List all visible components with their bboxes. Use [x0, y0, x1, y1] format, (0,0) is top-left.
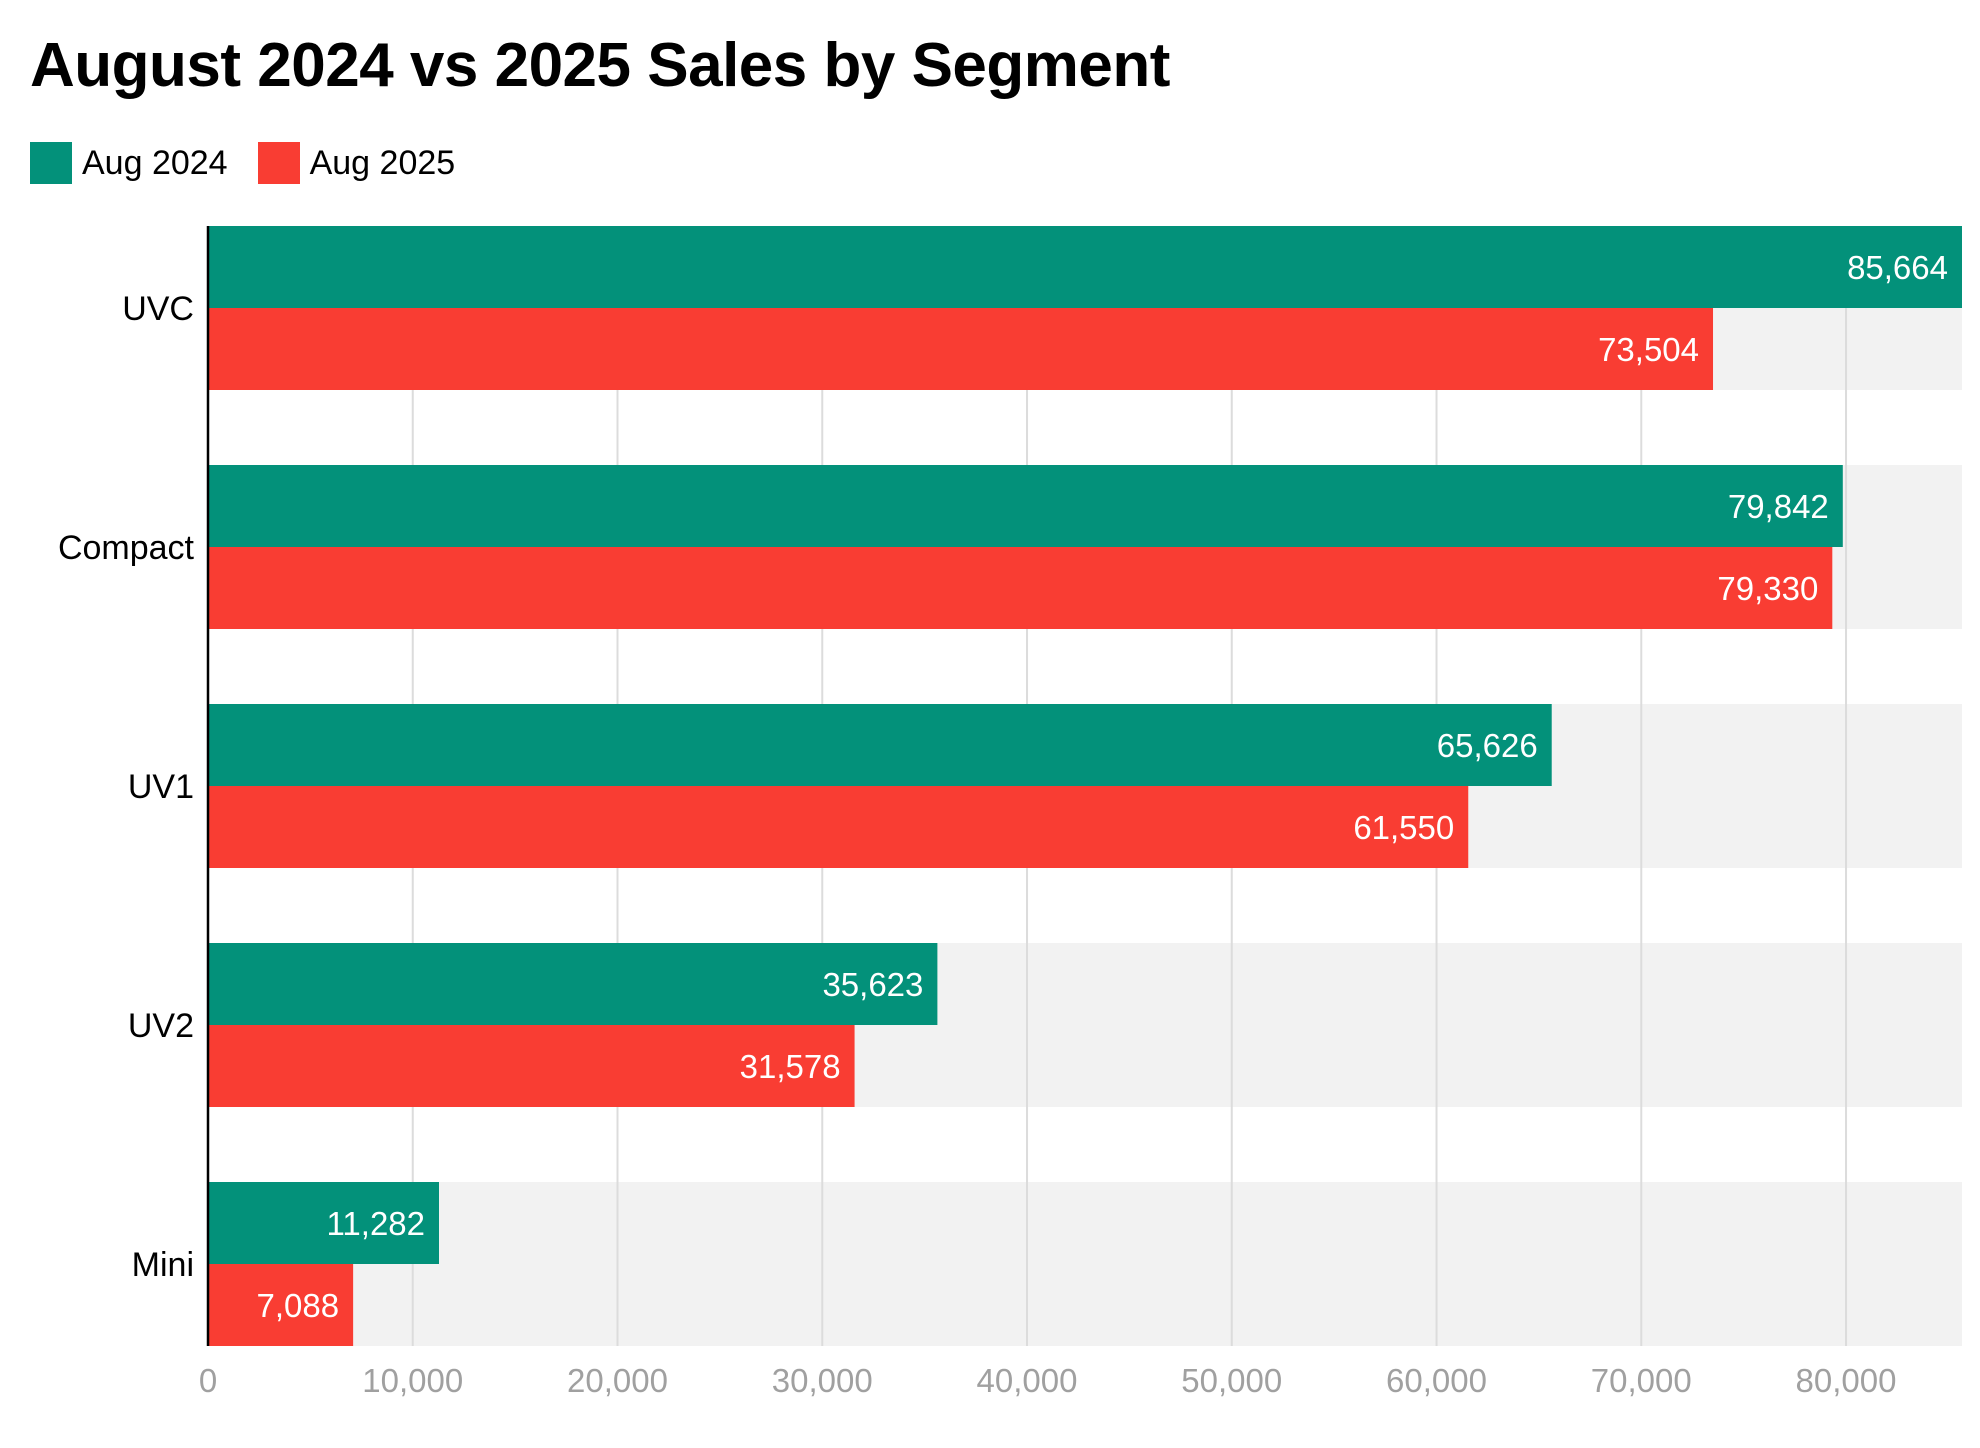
legend-label-aug-2024: Aug 2024 — [82, 144, 228, 182]
x-tick-label: 70,000 — [1591, 1362, 1692, 1399]
data-label: 11,282 — [327, 1205, 425, 1242]
chart-legend: Aug 2024 Aug 2025 — [30, 141, 485, 185]
legend-swatch-aug-2024 — [30, 142, 72, 184]
bar-aug-2024 — [208, 226, 1962, 308]
x-tick-label: 50,000 — [1181, 1362, 1282, 1399]
legend-label-aug-2025: Aug 2025 — [309, 144, 456, 182]
legend-item-aug-2024: Aug 2024 — [30, 141, 228, 185]
legend-item-aug-2025: Aug 2025 — [257, 141, 456, 185]
x-tick-label: 10,000 — [362, 1362, 463, 1399]
bar-aug-2025 — [208, 1025, 855, 1107]
bar-aug-2024 — [208, 704, 1552, 786]
category-label: UVC — [122, 290, 194, 328]
data-label: 79,330 — [1717, 570, 1818, 607]
data-label: 79,842 — [1728, 488, 1829, 525]
bar-aug-2024 — [208, 465, 1843, 547]
data-label: 61,550 — [1353, 809, 1454, 846]
x-tick-label: 0 — [199, 1362, 217, 1399]
bar-aug-2025 — [208, 547, 1833, 629]
legend-swatch-aug-2025 — [257, 142, 300, 184]
bar-aug-2025 — [208, 786, 1469, 868]
data-label: 85,664 — [1847, 249, 1948, 286]
category-label: UV1 — [128, 768, 194, 806]
category-label: Mini — [132, 1246, 194, 1284]
category-label: Compact — [58, 529, 195, 567]
data-label: 65,626 — [1437, 727, 1538, 764]
data-label: 73,504 — [1598, 331, 1699, 368]
category-label: UV2 — [128, 1007, 194, 1045]
bar-aug-2025 — [208, 308, 1714, 390]
x-tick-label: 60,000 — [1386, 1362, 1487, 1399]
category-band — [208, 1182, 1962, 1346]
chart-title: August 2024 vs 2025 Sales by Segment — [30, 31, 1170, 100]
bar-aug-2025 — [208, 1264, 354, 1346]
x-tick-label: 40,000 — [977, 1362, 1078, 1399]
data-label: 35,623 — [822, 966, 923, 1003]
x-tick-label: 30,000 — [772, 1362, 873, 1399]
x-tick-label: 20,000 — [567, 1362, 668, 1399]
data-label: 7,088 — [257, 1287, 340, 1324]
bar-aug-2024 — [208, 943, 938, 1025]
data-label: 31,578 — [740, 1048, 841, 1085]
x-tick-label: 80,000 — [1796, 1362, 1897, 1399]
bar-aug-2024 — [208, 1182, 440, 1264]
